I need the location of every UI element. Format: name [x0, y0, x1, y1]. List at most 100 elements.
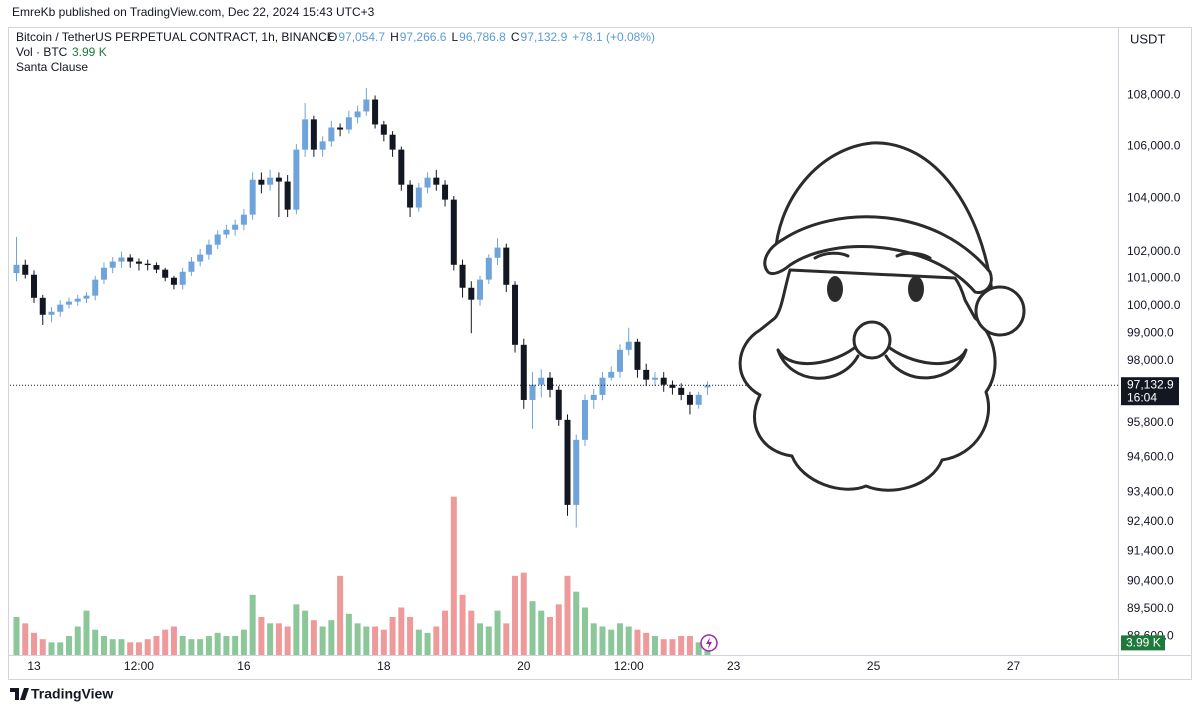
volume-bar [354, 623, 361, 655]
volume-bar [31, 632, 38, 655]
symbol-title: Bitcoin / TetherUS PERPETUAL CONTRACT, 1… [16, 30, 335, 44]
volume-bar [197, 639, 204, 655]
volume-bar [660, 639, 667, 655]
volume-bar [512, 575, 519, 655]
volume-bar [363, 626, 370, 655]
volume-bar [48, 642, 55, 655]
candle-body [468, 287, 475, 300]
candle-body [512, 284, 519, 345]
y-tick-label: 90,400.0 [1127, 574, 1174, 588]
volume-bar [13, 617, 20, 655]
candle-body [503, 247, 510, 285]
y-tick-label: 100,000.0 [1127, 298, 1181, 312]
candle-body [608, 371, 615, 378]
volume-bar [599, 626, 606, 655]
santa-eye [908, 276, 924, 302]
candle-body [302, 119, 309, 150]
y-tick-label: 102,000.0 [1127, 244, 1181, 258]
candle-body [39, 297, 46, 315]
candle-body [695, 394, 702, 405]
santa-nose [852, 320, 892, 360]
ohlc-legend: O 97,054.7 H 97,266.6 L 96,786.8 C 97,132.9 +78.… [328, 30, 655, 44]
volume-bar [188, 639, 195, 655]
candle-body [494, 247, 501, 258]
candle-body [170, 277, 177, 285]
volume-bar [100, 636, 107, 655]
candle-body [669, 384, 676, 388]
candle-body [310, 119, 317, 150]
volume-axis-label: 3.99 K [1126, 636, 1161, 650]
volume-bar [65, 636, 72, 655]
volume-bar [249, 594, 256, 655]
candle-body [704, 385, 711, 388]
x-tick-label: 27 [1007, 659, 1021, 673]
volume-bar [57, 642, 64, 655]
candle-body [660, 377, 667, 385]
candle-body [57, 304, 64, 312]
volume-bar [407, 617, 414, 655]
candle-body [162, 269, 169, 278]
volume-bar [214, 632, 221, 655]
volume-bar [372, 626, 379, 655]
volume-bar [695, 642, 702, 655]
candle-body [450, 199, 457, 265]
y-tick-label: 98,000.0 [1127, 353, 1174, 367]
volume-bar [678, 636, 685, 655]
volume-bar [415, 629, 422, 655]
candle-body [398, 149, 405, 185]
candle-body [100, 267, 107, 280]
volume-bar [275, 623, 282, 655]
x-tick-label: 18 [377, 659, 391, 673]
volume-bar [529, 601, 536, 655]
candle-body [275, 177, 282, 182]
volume-label: Vol · BTC [16, 45, 68, 59]
volume-bar [625, 626, 632, 655]
volume-bar [328, 620, 335, 655]
y-tick-label: 91,400.0 [1127, 544, 1174, 558]
volume-bar [223, 636, 230, 655]
volume-bar [205, 636, 212, 655]
volume-bar [616, 623, 623, 655]
currency: USDT [1130, 31, 1165, 46]
candle-body [407, 184, 414, 208]
volume-bar [450, 496, 457, 655]
candle-body [135, 261, 142, 264]
candle-body [328, 127, 335, 142]
candle-body [529, 384, 536, 400]
ohlc-key: L [451, 30, 458, 44]
candle-body [92, 279, 99, 296]
candle-body [616, 349, 623, 372]
y-tick-label: 93,400.0 [1127, 484, 1174, 498]
y-tick-label: 95,800.0 [1127, 415, 1174, 429]
y-tick-label: 89,500.0 [1127, 601, 1174, 615]
candle-body [564, 419, 571, 505]
candle-body [433, 177, 440, 185]
santa-eye [827, 276, 843, 302]
volume-bar [555, 604, 562, 655]
candle-body [345, 117, 352, 130]
volume-bar [468, 610, 475, 655]
footer-brand: TradingView [31, 686, 113, 702]
volume-bar [442, 610, 449, 655]
candle-body [625, 341, 632, 350]
candle-body [109, 261, 116, 268]
ohlc-value: 97,266.6 [400, 30, 447, 44]
y-tick-label: 104,000.0 [1127, 191, 1181, 205]
volume-bar [538, 610, 545, 655]
candle-body [389, 134, 396, 150]
candle-body [363, 99, 370, 112]
publish-line: EmreKb published on TradingView.com, Dec… [12, 5, 375, 19]
ohlc-value: 96,786.8 [459, 30, 506, 44]
y-tick-label: 99,000.0 [1127, 325, 1174, 339]
logo-mark [10, 688, 29, 700]
volume-bar [302, 610, 309, 655]
volume-bar [643, 632, 650, 655]
volume-bar [153, 636, 160, 655]
y-tick-label: 101,000.0 [1127, 271, 1181, 285]
candle-body [65, 301, 72, 305]
ohlc-value: 97,132.9 [521, 30, 568, 44]
price-change: +78.1 (+0.08%) [572, 30, 655, 44]
volume-bar [144, 639, 151, 655]
volume-bar [547, 617, 554, 655]
